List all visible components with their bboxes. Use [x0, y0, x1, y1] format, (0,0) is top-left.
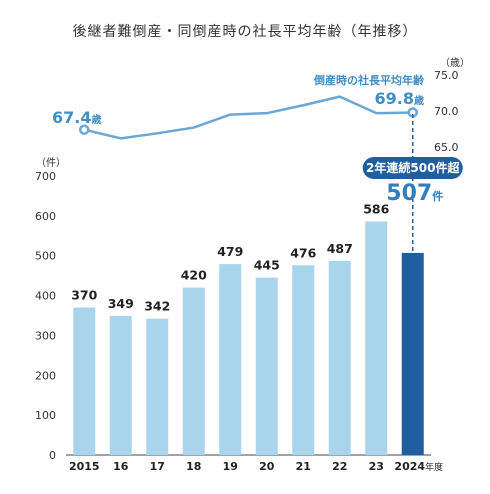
chart-title: 後継者難倒産・同倒産時の社長平均年齢（年推移）: [73, 24, 418, 40]
bar-ytick-label: 0: [49, 449, 56, 462]
xtick-label: 16: [113, 460, 129, 473]
xtick-label: 20: [259, 460, 275, 473]
bar-ytick-label: 700: [35, 170, 56, 183]
bar-ytick-label: 300: [35, 329, 56, 342]
line-ytick-label: 75.0: [434, 69, 459, 82]
line-series-name: 倒産時の社長平均年齢: [313, 73, 425, 87]
xtick-label: 22: [332, 460, 347, 473]
bar-value-label: 586: [363, 201, 389, 216]
bar-value-label: 420: [181, 268, 207, 283]
bar: [146, 318, 169, 455]
bar: [328, 260, 351, 455]
line-last-value-label: 69.8歳: [375, 89, 424, 108]
bar-unit-label: （件）: [36, 157, 66, 169]
xtick-label: 18: [186, 460, 201, 473]
line-endpoint-marker: [79, 124, 90, 135]
xtick-label: 2015: [69, 460, 100, 473]
xtick-label: 19: [223, 460, 238, 473]
bar: [255, 277, 278, 455]
age-line: [83, 95, 413, 140]
bar-ytick-label: 100: [35, 409, 56, 422]
highlight-value-label: 507件: [386, 181, 443, 206]
xtick-label: 21: [296, 460, 311, 473]
bar: [365, 221, 388, 455]
bar-ytick-label: 200: [35, 369, 56, 382]
xtick-label: 2024年度: [394, 460, 443, 473]
bar: [109, 315, 132, 455]
line-ytick-label: 70.0: [434, 105, 459, 118]
bar-chart: （件） 0 100 200 300 400 500 600 700 370 349 342 420 479…: [35, 114, 463, 473]
bar-ytick-label: 600: [35, 210, 56, 223]
badge-text: 2年連続500件超: [366, 160, 460, 175]
bar: [219, 264, 242, 455]
bar-value-label: 342: [144, 299, 170, 314]
bar-value-label: 487: [327, 241, 353, 256]
line-chart: （歳） 65.0 70.0 75.0 67.4歳 倒産時の社長平均年齢 69.8歳: [52, 57, 470, 154]
bar-ytick-label: 400: [35, 290, 56, 303]
bar: [73, 307, 96, 455]
xtick-label: 17: [150, 460, 165, 473]
bar-value-label: 370: [71, 288, 97, 303]
xtick-label: 23: [369, 460, 384, 473]
bar-value-label: 349: [108, 296, 134, 311]
bar-highlight: [401, 252, 424, 455]
bar: [182, 287, 205, 455]
bar: [292, 265, 315, 455]
bar-value-label: 479: [217, 244, 243, 259]
bar-value-label: 445: [254, 258, 280, 273]
badge-background: [362, 157, 463, 179]
line-unit-label: （歳）: [440, 57, 470, 69]
bar-ytick-label: 500: [35, 250, 56, 263]
line-first-value-label: 67.4歳: [52, 108, 101, 127]
bar-value-label: 476: [290, 245, 316, 260]
line-ytick-label: 65.0: [434, 141, 459, 154]
